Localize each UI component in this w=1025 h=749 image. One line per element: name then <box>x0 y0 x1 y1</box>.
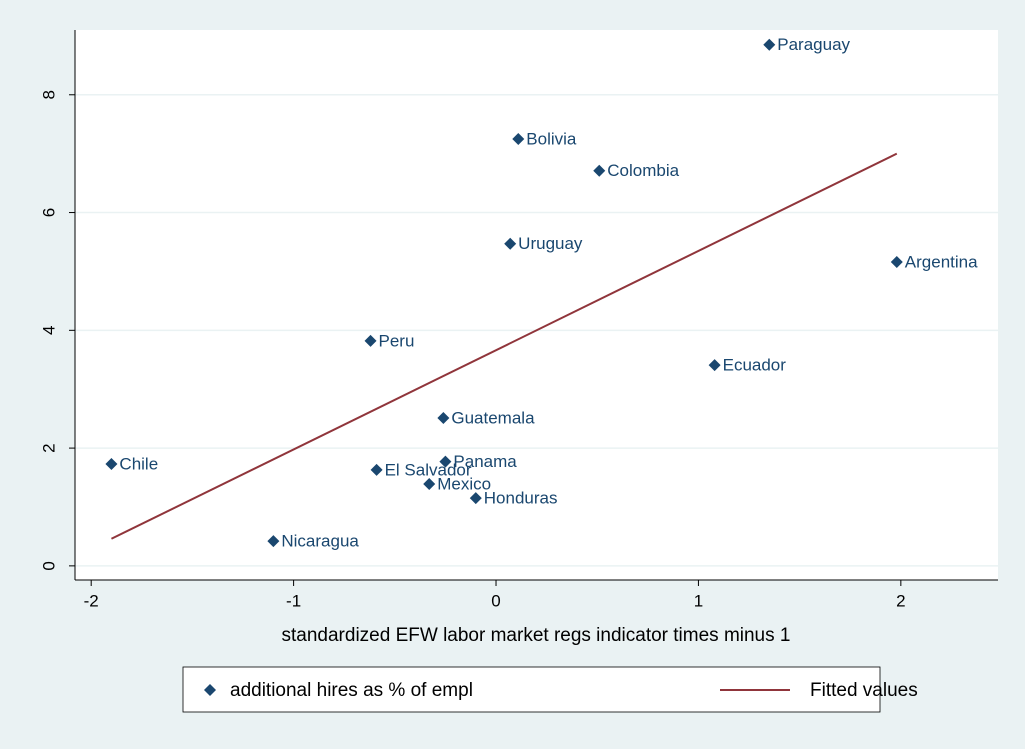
point <box>364 334 377 347</box>
y-tick-label: 6 <box>39 208 58 217</box>
plot-area <box>75 30 998 580</box>
legend-label: additional hires as % of empl <box>230 680 473 701</box>
y-tick-label: 0 <box>39 561 58 570</box>
point-label: Ecuador <box>723 356 787 375</box>
y-tick-label: 2 <box>39 443 58 452</box>
point-label: Argentina <box>905 252 978 271</box>
point-label: Honduras <box>484 489 558 508</box>
point-label: Chile <box>119 454 158 473</box>
point <box>593 164 606 177</box>
y-tick-label: 8 <box>39 90 58 99</box>
point-label: El Salvador <box>385 460 472 479</box>
x-axis-label: standardized EFW labor market regs indic… <box>282 625 791 646</box>
point-label: Paraguay <box>777 35 850 54</box>
fit-line <box>110 152 898 540</box>
point <box>267 535 280 548</box>
point-label: Nicaragua <box>281 532 359 551</box>
point-label: Bolivia <box>526 129 577 148</box>
point <box>504 237 517 250</box>
x-tick-label: 0 <box>491 591 500 610</box>
point <box>890 256 903 269</box>
point <box>423 478 436 491</box>
x-tick-label: 2 <box>896 591 905 610</box>
point <box>512 132 525 145</box>
point-label: Uruguay <box>518 234 583 253</box>
point-label: Panama <box>453 452 517 471</box>
legend-marker <box>204 684 216 696</box>
point <box>370 463 383 476</box>
point-label: Colombia <box>607 161 679 180</box>
y-tick-label: 4 <box>39 326 58 335</box>
point-label: Guatemala <box>451 409 535 428</box>
point <box>763 38 776 51</box>
legend-label: Fitted values <box>810 680 918 701</box>
point <box>469 492 482 505</box>
point <box>105 457 118 470</box>
point <box>439 455 452 468</box>
x-tick-label: 1 <box>694 591 703 610</box>
point <box>437 412 450 425</box>
x-tick-label: -2 <box>84 591 99 610</box>
point <box>708 359 721 372</box>
x-tick-label: -1 <box>286 591 301 610</box>
point-label: Mexico <box>437 474 491 493</box>
point-label: Peru <box>379 331 415 350</box>
